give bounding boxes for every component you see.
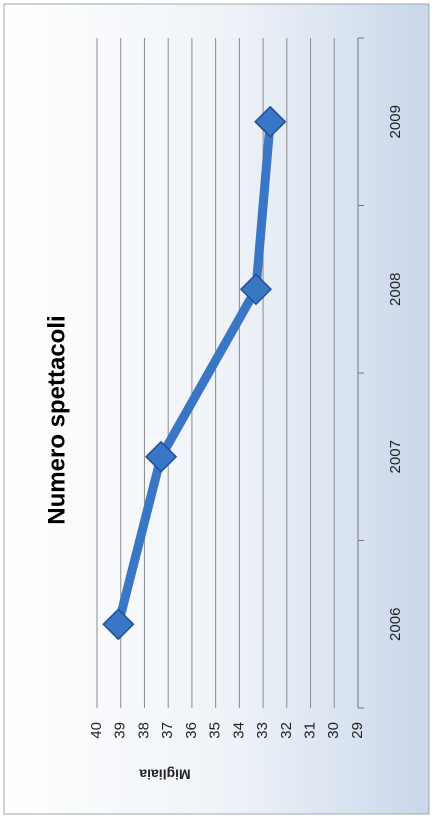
y-tick-label: 34 — [230, 722, 247, 739]
y-tick-label: 32 — [278, 722, 295, 739]
y-tick-label: 35 — [207, 722, 224, 739]
y-tick-label: 30 — [325, 722, 342, 739]
y-tick-label: 38 — [135, 722, 152, 739]
y-tick-label: 37 — [159, 722, 176, 739]
x-tick-label: 2008 — [387, 273, 404, 306]
marker — [239, 273, 273, 306]
y-axis-label: Migliaia — [139, 766, 191, 782]
marker — [102, 608, 135, 641]
x-tick-label: 2007 — [387, 440, 404, 473]
x-tick-label: 2009 — [387, 105, 404, 138]
y-tick-label: 39 — [112, 722, 129, 739]
marker — [145, 440, 178, 473]
x-tick-label: 2006 — [387, 608, 404, 641]
marker — [254, 105, 287, 138]
y-tick-label: 33 — [254, 722, 271, 739]
y-tick-label: 36 — [183, 722, 200, 739]
y-tick-label: 31 — [302, 722, 319, 739]
line — [113, 121, 275, 626]
y-tick-label: 40 — [88, 722, 105, 739]
chart-title: Numero spettacoli — [43, 315, 70, 524]
y-tick-label: 29 — [349, 722, 366, 739]
rotated-chart: Numero spettacoli Migliaia 29 30 31 32 33 34 3… — [43, 37, 404, 782]
